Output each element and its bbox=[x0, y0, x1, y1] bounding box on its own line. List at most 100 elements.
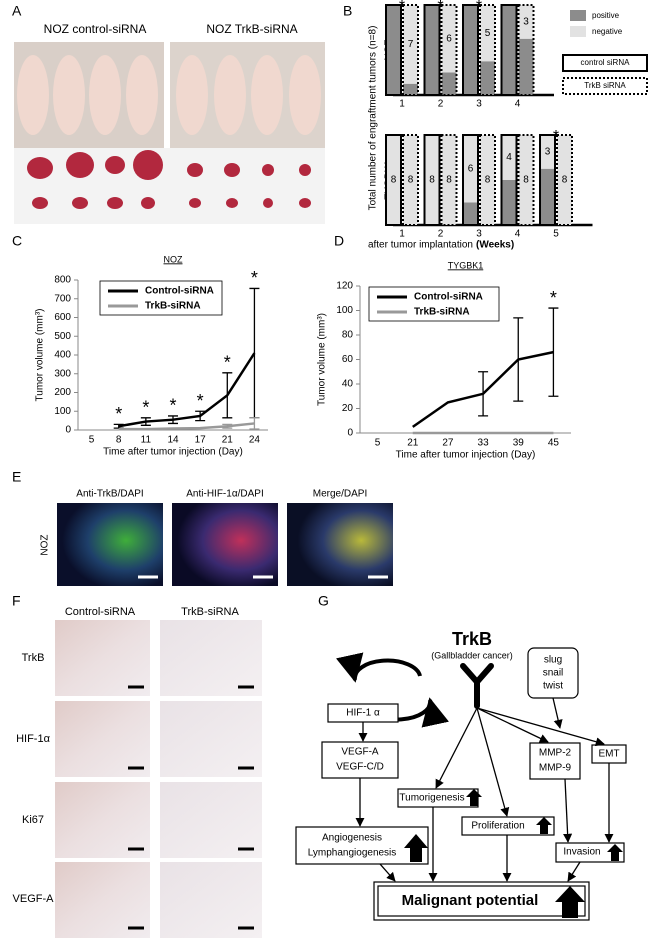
x-tick-label: 21 bbox=[222, 435, 234, 446]
legend-label: control siRNA bbox=[581, 58, 631, 67]
error-bar bbox=[513, 317, 524, 402]
panel-label: A bbox=[12, 3, 22, 19]
y-tick-label: 0 bbox=[65, 425, 71, 436]
node-label: Proliferation bbox=[471, 821, 524, 832]
significance: * bbox=[550, 288, 557, 308]
node-label: VEGF-C/D bbox=[336, 762, 384, 773]
x-tick-label: 3 bbox=[476, 99, 482, 110]
factor-label: slug bbox=[544, 655, 562, 666]
node-label: Invasion bbox=[563, 847, 600, 858]
node-label: Angiogenesis bbox=[322, 833, 382, 844]
significance: * bbox=[224, 353, 231, 373]
bar-negative bbox=[403, 5, 418, 84]
legend-box bbox=[562, 54, 648, 72]
factor-label: twist bbox=[543, 681, 563, 692]
node-label: MMP-9 bbox=[539, 763, 572, 774]
error-bar bbox=[249, 287, 260, 419]
bar-outline bbox=[500, 4, 518, 96]
node-box bbox=[555, 842, 625, 863]
cycle-arrow bbox=[336, 652, 422, 683]
diagram-title: TrkB bbox=[452, 629, 492, 649]
panel-label: F bbox=[12, 593, 21, 609]
bar-value-label: 6 bbox=[468, 163, 474, 174]
bar-value-label: 8 bbox=[408, 175, 414, 186]
x-tick-label: 17 bbox=[195, 435, 207, 446]
panel-labels: A B C D E F G bbox=[12, 3, 352, 609]
y-tick-label: 400 bbox=[54, 350, 71, 361]
legend-swatch bbox=[570, 26, 586, 37]
bar-value-label: 4 bbox=[506, 152, 512, 163]
node-label: Lymphangiogenesis bbox=[308, 848, 397, 859]
significance: * bbox=[169, 396, 176, 416]
x-tick-label: 27 bbox=[442, 438, 454, 449]
y-axis-label: Tumor volume (mm³) bbox=[35, 309, 46, 402]
bar-negative bbox=[441, 5, 457, 73]
x-tick-label: 1 bbox=[399, 99, 405, 110]
bar-negative bbox=[480, 5, 495, 62]
x-tick-label: 24 bbox=[249, 435, 261, 446]
bar-negative bbox=[518, 5, 534, 39]
chart-title: NOZ bbox=[164, 254, 184, 264]
panel-a: NOZ control-siRNA NOZ TrkB-siRNA bbox=[14, 22, 325, 224]
bar-negative bbox=[540, 135, 555, 169]
bar-outline bbox=[423, 134, 441, 226]
bar-positive bbox=[518, 38, 534, 95]
bar-outline bbox=[402, 134, 419, 226]
x-tick-label: 2 bbox=[438, 229, 444, 240]
panel-b: Total number of engraftment tumors (n=8)… bbox=[368, 10, 648, 251]
bar-outline bbox=[402, 4, 419, 96]
legend-label: negative bbox=[592, 27, 623, 36]
x-tick-label: 45 bbox=[548, 438, 560, 449]
error-bar bbox=[195, 410, 206, 422]
arrows bbox=[355, 697, 614, 882]
y-tick-label: 120 bbox=[336, 281, 353, 292]
y-tick-label: 100 bbox=[54, 406, 71, 417]
y-tick-label: 40 bbox=[342, 379, 354, 390]
x-axis-label: after tumor implantation bbox=[368, 240, 473, 251]
panel-label: B bbox=[343, 3, 352, 19]
panel-label: G bbox=[318, 593, 329, 609]
panel-e: Anti-TrkB/DAPI Anti-HIF-1α/DAPI Merge/DA… bbox=[40, 489, 393, 586]
x-axis-label: Time after tumor injection (Day) bbox=[103, 447, 243, 458]
factor-label: snail bbox=[543, 668, 564, 679]
x-tick-label: 8 bbox=[116, 435, 122, 446]
bar-value-label: 8 bbox=[523, 175, 529, 186]
legend-label: TrkB siRNA bbox=[584, 81, 626, 90]
bar-outline bbox=[385, 4, 402, 96]
error-bar bbox=[140, 417, 151, 426]
bar-outline bbox=[385, 134, 402, 226]
y-tick-label: 100 bbox=[336, 305, 353, 316]
bar-outline bbox=[556, 134, 573, 226]
x-tick-label: 11 bbox=[141, 435, 152, 446]
legend-label: TrkB-siRNA bbox=[145, 301, 201, 312]
bar-outline bbox=[423, 4, 441, 96]
panel-label: D bbox=[334, 233, 344, 249]
node-label: Tumorigenesis bbox=[399, 793, 464, 804]
error-bar bbox=[478, 371, 489, 417]
bar-outline bbox=[479, 4, 496, 96]
bar-outline bbox=[500, 134, 518, 226]
series-line bbox=[118, 422, 255, 431]
diagram-subtitle: (Gallbladder cancer) bbox=[431, 650, 513, 660]
bar-outline bbox=[539, 134, 556, 226]
x-tick-label: 39 bbox=[513, 438, 525, 449]
bar-negative bbox=[441, 135, 457, 225]
bar-value-label: 8 bbox=[562, 175, 568, 186]
significance: * bbox=[251, 268, 258, 288]
legend-swatch bbox=[570, 10, 586, 21]
series-line bbox=[118, 352, 256, 428]
y-tick-label: 200 bbox=[54, 387, 71, 398]
error-bar bbox=[548, 307, 559, 397]
bar-positive bbox=[424, 5, 440, 95]
chart-title: TYGBK1 bbox=[448, 260, 484, 270]
y-tick-label: 700 bbox=[54, 293, 71, 304]
bar-outline bbox=[440, 4, 458, 96]
bar-positive bbox=[386, 5, 401, 95]
bar-value-label: 7 bbox=[408, 39, 414, 50]
x-axis-unit: (Weeks) bbox=[476, 240, 514, 251]
x-axis-label: Time after tumor injection (Day) bbox=[396, 450, 536, 461]
row-label: NOZ bbox=[40, 534, 51, 555]
significance: * bbox=[197, 391, 204, 411]
bar-outline bbox=[517, 4, 535, 96]
